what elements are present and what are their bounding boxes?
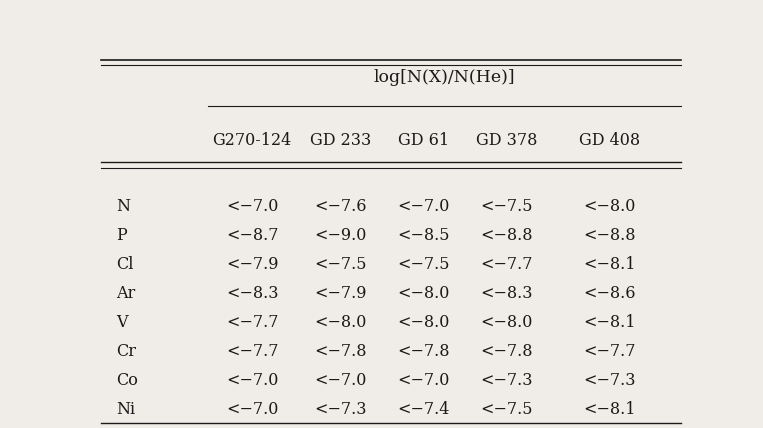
Text: <−7.7: <−7.7 — [226, 343, 278, 360]
Text: <−7.5: <−7.5 — [314, 256, 367, 273]
Text: GD 378: GD 378 — [475, 132, 537, 149]
Text: <−8.0: <−8.0 — [480, 314, 533, 331]
Text: <−8.8: <−8.8 — [584, 227, 636, 244]
Text: GD 233: GD 233 — [310, 132, 372, 149]
Text: Cr: Cr — [116, 343, 136, 360]
Text: <−7.8: <−7.8 — [314, 343, 367, 360]
Text: <−8.7: <−8.7 — [226, 227, 278, 244]
Text: <−8.3: <−8.3 — [480, 285, 533, 302]
Text: Cl: Cl — [116, 256, 134, 273]
Text: <−7.5: <−7.5 — [398, 256, 450, 273]
Text: P: P — [116, 227, 127, 244]
Text: G270-124: G270-124 — [212, 132, 291, 149]
Text: <−7.3: <−7.3 — [480, 372, 533, 389]
Text: GD 408: GD 408 — [579, 132, 640, 149]
Text: <−7.8: <−7.8 — [480, 343, 533, 360]
Text: log[N(X)/N(He)]: log[N(X)/N(He)] — [373, 69, 515, 86]
Text: <−8.0: <−8.0 — [398, 285, 449, 302]
Text: <−8.5: <−8.5 — [398, 227, 450, 244]
Text: <−8.0: <−8.0 — [398, 314, 449, 331]
Text: <−7.7: <−7.7 — [226, 314, 278, 331]
Text: V: V — [116, 314, 127, 331]
Text: <−7.3: <−7.3 — [584, 372, 636, 389]
Text: Co: Co — [116, 372, 138, 389]
Text: <−8.1: <−8.1 — [584, 401, 636, 418]
Text: <−7.3: <−7.3 — [314, 401, 367, 418]
Text: GD 61: GD 61 — [398, 132, 449, 149]
Text: <−8.0: <−8.0 — [314, 314, 367, 331]
Text: <−8.8: <−8.8 — [480, 227, 533, 244]
Text: <−7.9: <−7.9 — [314, 285, 367, 302]
Text: <−9.0: <−9.0 — [314, 227, 367, 244]
Text: <−7.5: <−7.5 — [480, 198, 533, 215]
Text: <−7.4: <−7.4 — [398, 401, 449, 418]
Text: <−8.0: <−8.0 — [584, 198, 636, 215]
Text: <−7.9: <−7.9 — [226, 256, 278, 273]
Text: <−8.1: <−8.1 — [584, 256, 636, 273]
Text: <−7.5: <−7.5 — [480, 401, 533, 418]
Text: N: N — [116, 198, 130, 215]
Text: <−7.0: <−7.0 — [398, 198, 449, 215]
Text: <−7.6: <−7.6 — [314, 198, 367, 215]
Text: Ar: Ar — [116, 285, 135, 302]
Text: <−7.0: <−7.0 — [226, 198, 278, 215]
Text: Ni: Ni — [116, 401, 135, 418]
Text: <−8.3: <−8.3 — [226, 285, 278, 302]
Text: <−7.0: <−7.0 — [226, 372, 278, 389]
Text: <−8.1: <−8.1 — [584, 314, 636, 331]
Text: <−7.7: <−7.7 — [584, 343, 636, 360]
Text: <−7.8: <−7.8 — [398, 343, 450, 360]
Text: <−7.7: <−7.7 — [480, 256, 533, 273]
Text: <−7.0: <−7.0 — [398, 372, 449, 389]
Text: <−7.0: <−7.0 — [226, 401, 278, 418]
Text: <−8.6: <−8.6 — [584, 285, 636, 302]
Text: <−7.0: <−7.0 — [314, 372, 367, 389]
